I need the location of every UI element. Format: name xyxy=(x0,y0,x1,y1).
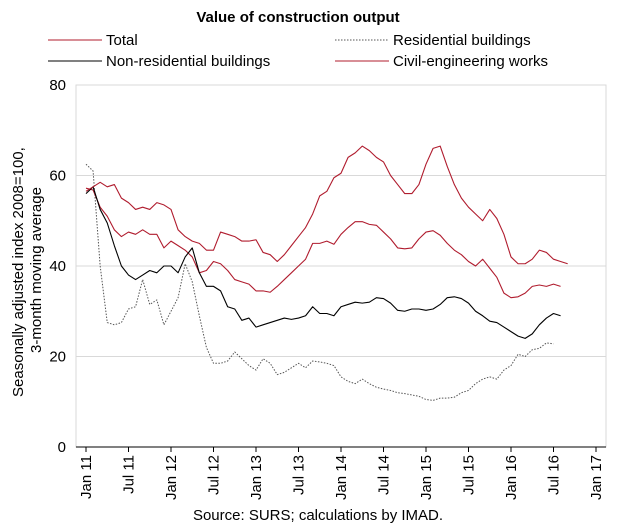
y-tick-label: 0 xyxy=(58,439,66,456)
x-tick-label: Jan 17 xyxy=(588,455,605,500)
x-axis-ticks: Jan 11 Jul 11 Jan 12 Jul 12 Jan 13 Jul 13 Jan … xyxy=(78,447,605,500)
y-axis-ticks: 0 20 40 60 80 xyxy=(49,77,66,456)
x-tick-label: Jan 13 xyxy=(248,455,265,500)
y-tick-label: 20 xyxy=(49,349,66,366)
y-axis-label: Seasonally adjusted index 2008=100, 3-mo… xyxy=(10,143,45,397)
y-tick-label: 60 xyxy=(49,168,66,185)
x-tick-label: Jan 16 xyxy=(503,455,520,500)
legend: Total Residential buildings Non-resident… xyxy=(48,32,548,70)
y-axis-label-line-2: 3-month moving average xyxy=(28,187,45,353)
series-lines xyxy=(85,145,568,401)
x-tick-label: Jul 11 xyxy=(121,455,138,494)
x-tick-label: Jul 14 xyxy=(376,455,393,495)
series-line-total xyxy=(85,187,561,299)
y-axis-label-line-1: Seasonally adjusted index 2008=100, xyxy=(10,147,27,397)
x-tick-label: Jul 16 xyxy=(546,455,563,495)
gridlines xyxy=(76,84,606,357)
x-tick-label: Jul 13 xyxy=(291,455,308,495)
chart-title: Value of construction output xyxy=(196,9,399,26)
x-tick-label: Jan 14 xyxy=(333,455,350,500)
series-line-civil-engineering-works xyxy=(85,145,568,265)
y-tick-label: 40 xyxy=(49,258,66,275)
series-line-residential-buildings xyxy=(85,163,554,401)
y-tick-label: 80 xyxy=(49,77,66,94)
legend-label-non-residential: Non-residential buildings xyxy=(106,53,270,70)
legend-label-civil-engineering: Civil-engineering works xyxy=(393,53,548,70)
x-tick-label: Jan 15 xyxy=(418,455,435,500)
x-tick-label: Jul 12 xyxy=(206,455,223,495)
x-tick-label: Jan 12 xyxy=(163,455,180,500)
x-tick-label: Jul 15 xyxy=(461,455,478,495)
legend-label-residential: Residential buildings xyxy=(393,32,531,49)
source-note: Source: SURS; calculations by IMAD. xyxy=(193,507,443,524)
x-tick-label: Jan 11 xyxy=(78,455,95,499)
series-line-non-residential-buildings xyxy=(85,186,561,339)
legend-label-total: Total xyxy=(106,32,138,49)
